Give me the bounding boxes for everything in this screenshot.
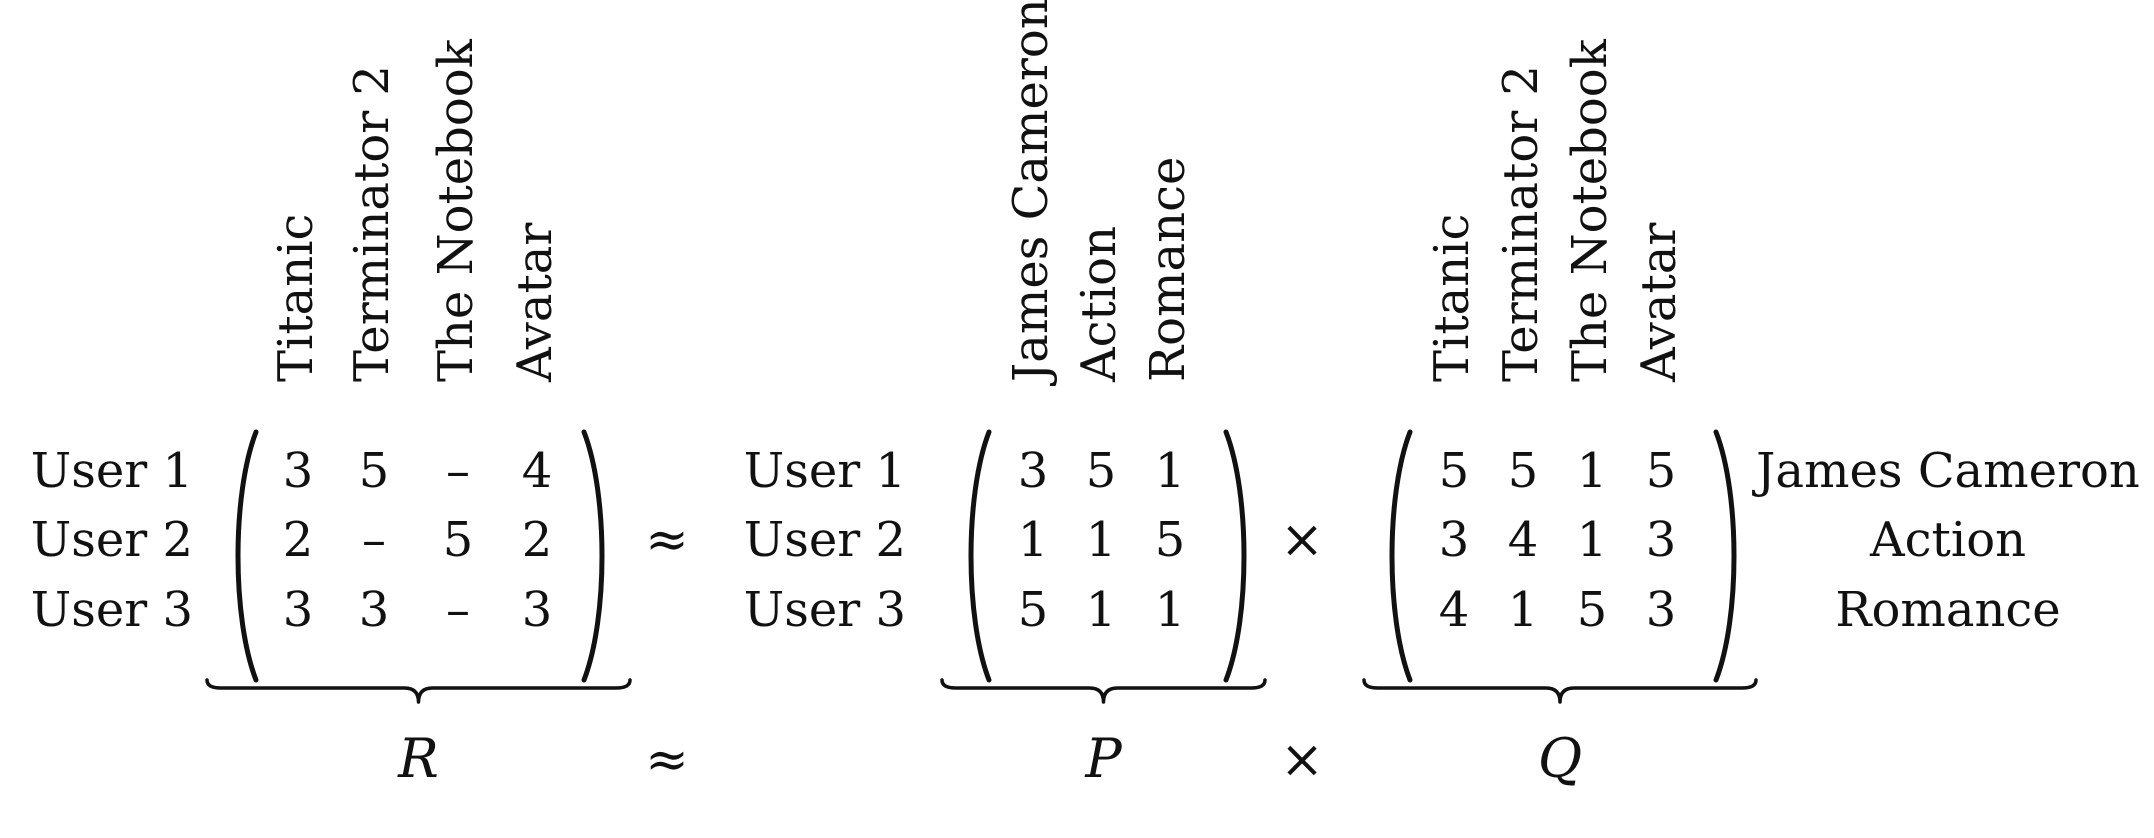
matrix-r-left-paren xyxy=(235,429,259,683)
matrix-r-cell: 3 xyxy=(522,582,553,638)
matrix-p-row-label: User 2 xyxy=(744,512,906,568)
matrix-q-cell: 5 xyxy=(1646,443,1677,499)
matrix-q-cell: 5 xyxy=(1439,443,1470,499)
matrix-r-row-label: User 3 xyxy=(31,582,193,638)
matrix-q-column-label: Avatar xyxy=(1631,223,1687,383)
matrix-r-column-label: Terminator 2 xyxy=(344,65,400,382)
matrix-q-cell: 1 xyxy=(1577,443,1608,499)
matrix-r-cell: – xyxy=(446,443,470,499)
times-operator: × xyxy=(1280,510,1324,570)
matrix-p-left-paren xyxy=(968,429,992,683)
matrix-q-cell: 4 xyxy=(1439,582,1470,638)
matrix-p-cell: 1 xyxy=(1086,582,1117,638)
matrix-r-cell: 3 xyxy=(283,582,314,638)
matrix-r-cell: 4 xyxy=(522,443,553,499)
matrix-p-name: P xyxy=(1084,727,1123,790)
matrix-r-cell: – xyxy=(446,582,470,638)
approx-operator: ≈ xyxy=(645,510,689,570)
matrix-p-cell: 1 xyxy=(1086,512,1117,568)
approx-operator-bottom: ≈ xyxy=(645,730,689,790)
matrix-p-underbrace xyxy=(940,678,1267,704)
matrix-p-row-label: User 1 xyxy=(744,443,906,499)
matrix-r-cell: 5 xyxy=(359,443,390,499)
times-operator-bottom: × xyxy=(1280,730,1324,790)
matrix-r-row-label: User 2 xyxy=(31,512,193,568)
matrix-r-cell: 2 xyxy=(283,512,314,568)
matrix-q-column-label: The Notebook xyxy=(1562,38,1618,382)
matrix-p-column-label: James Cameron xyxy=(1003,0,1059,387)
matrix-p-cell: 1 xyxy=(1155,443,1186,499)
matrix-q-cell: 3 xyxy=(1439,512,1470,568)
matrix-p-cell: 1 xyxy=(1155,582,1186,638)
matrix-q-cell: 1 xyxy=(1508,582,1539,638)
matrix-q-row-label: Action xyxy=(1869,512,2026,568)
matrix-q-row-label: Romance xyxy=(1835,582,2060,638)
matrix-r-underbrace xyxy=(205,678,632,704)
matrix-r-cell: 3 xyxy=(283,443,314,499)
matrix-q-row-label: James Cameron xyxy=(1751,443,2140,499)
matrix-p-column-label: Romance xyxy=(1140,157,1196,382)
matrix-r-column-label: Avatar xyxy=(507,223,563,383)
matrix-r-row-label: User 1 xyxy=(31,443,193,499)
matrix-q-cell: 1 xyxy=(1577,512,1608,568)
matrix-q-right-paren xyxy=(1713,429,1737,683)
matrix-r-cell: 3 xyxy=(359,582,390,638)
matrix-p-cell: 3 xyxy=(1018,443,1049,499)
matrix-q-cell: 3 xyxy=(1646,582,1677,638)
matrix-p-cell: 5 xyxy=(1086,443,1117,499)
matrix-p-cell: 5 xyxy=(1155,512,1186,568)
matrix-q-column-label: Terminator 2 xyxy=(1493,65,1549,382)
matrix-p-row-label: User 3 xyxy=(744,582,906,638)
matrix-q-name: Q xyxy=(1538,727,1582,790)
matrix-r-column-label: Titanic xyxy=(268,214,324,382)
matrix-r-cell: – xyxy=(362,512,386,568)
matrix-p-cell: 1 xyxy=(1018,512,1049,568)
matrix-p-right-paren xyxy=(1223,429,1247,683)
matrix-p-cell: 5 xyxy=(1018,582,1049,638)
matrix-r-column-label: The Notebook xyxy=(428,38,484,382)
matrix-q-column-label: Titanic xyxy=(1424,214,1480,382)
matrix-p-column-label: Action xyxy=(1071,226,1127,383)
matrix-r-name: R xyxy=(397,727,439,790)
matrix-r-cell: 5 xyxy=(443,512,474,568)
matrix-q-left-paren xyxy=(1389,429,1413,683)
matrix-r-cell: 2 xyxy=(522,512,553,568)
matrix-q-cell: 4 xyxy=(1508,512,1539,568)
matrix-q-cell: 3 xyxy=(1646,512,1677,568)
matrix-r-right-paren xyxy=(581,429,605,683)
matrix-q-cell: 5 xyxy=(1508,443,1539,499)
matrix-q-underbrace xyxy=(1362,678,1758,704)
matrix-q-cell: 5 xyxy=(1577,582,1608,638)
